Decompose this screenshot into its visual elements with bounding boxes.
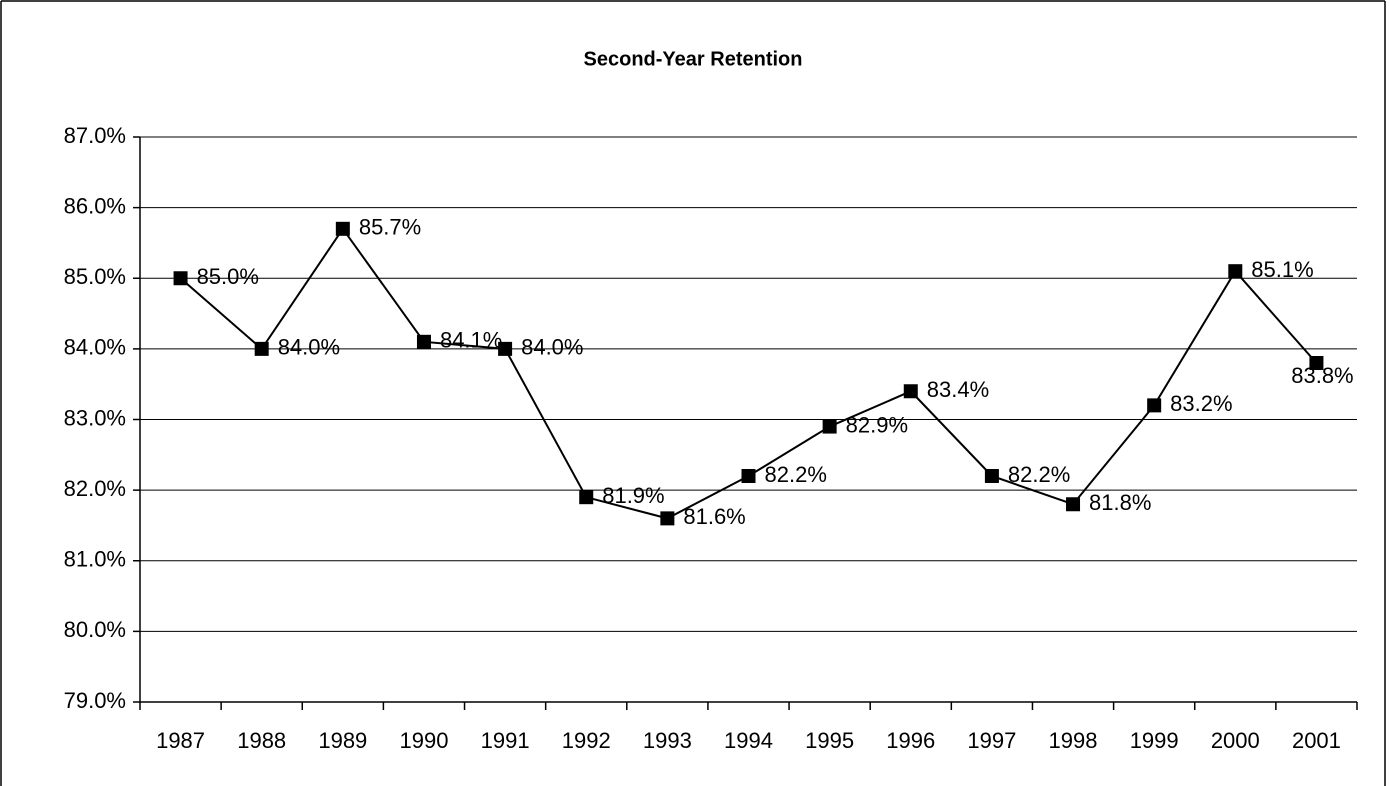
data-label: 84.1% [440,328,502,353]
x-tick-label: 1997 [967,728,1016,753]
data-label: 83.4% [927,377,989,402]
x-tick-label: 1987 [156,728,205,753]
marker [741,469,756,483]
x-tick-label: 1993 [643,728,692,753]
marker [254,341,269,356]
data-label: 83.8% [1291,363,1353,388]
data-label: 84.0% [278,335,340,360]
y-tick-label: 84.0% [64,335,126,360]
marker [416,334,431,349]
data-label: 81.9% [602,483,664,508]
marker [660,511,675,526]
y-tick-label: 86.0% [64,193,126,218]
x-tick-label: 2000 [1211,728,1260,753]
x-tick-label: 1991 [481,728,530,753]
marker [1147,398,1162,413]
marker [903,384,918,399]
marker [1228,264,1243,279]
chart-title: Second-Year Retention [584,48,803,70]
marker [173,271,188,286]
data-label: 83.2% [1170,391,1232,416]
y-tick-label: 80.0% [64,617,126,642]
x-tick-label: 1989 [318,728,367,753]
marker [335,221,350,236]
marker [1066,497,1081,512]
y-tick-label: 79.0% [64,688,126,713]
marker [822,419,837,434]
y-tick-label: 85.0% [64,264,126,289]
marker [579,490,594,505]
data-label: 85.7% [359,215,421,240]
y-tick-label: 81.0% [64,547,126,572]
x-tick-label: 1996 [886,728,935,753]
x-tick-label: 1999 [1130,728,1179,753]
x-tick-label: 1995 [805,728,854,753]
y-tick-label: 87.0% [64,123,126,148]
marker [1309,356,1324,370]
x-tick-label: 1994 [724,728,773,753]
data-label: 85.0% [197,264,259,289]
y-tick-label: 82.0% [64,476,126,501]
y-tick-label: 83.0% [64,405,126,430]
x-tick-label: 2001 [1292,728,1341,753]
x-tick-label: 1998 [1049,728,1098,753]
data-label: 81.8% [1089,490,1151,515]
data-label: 82.2% [765,462,827,487]
x-tick-label: 1990 [399,728,448,753]
data-label: 82.2% [1008,462,1070,487]
data-label: 81.6% [683,504,745,529]
data-label: 85.1% [1251,257,1313,282]
data-label: 84.0% [521,335,583,360]
marker [984,469,999,483]
marker [498,341,513,356]
data-label: 82.9% [846,412,908,437]
x-tick-label: 1988 [237,728,286,753]
x-tick-label: 1992 [562,728,611,753]
